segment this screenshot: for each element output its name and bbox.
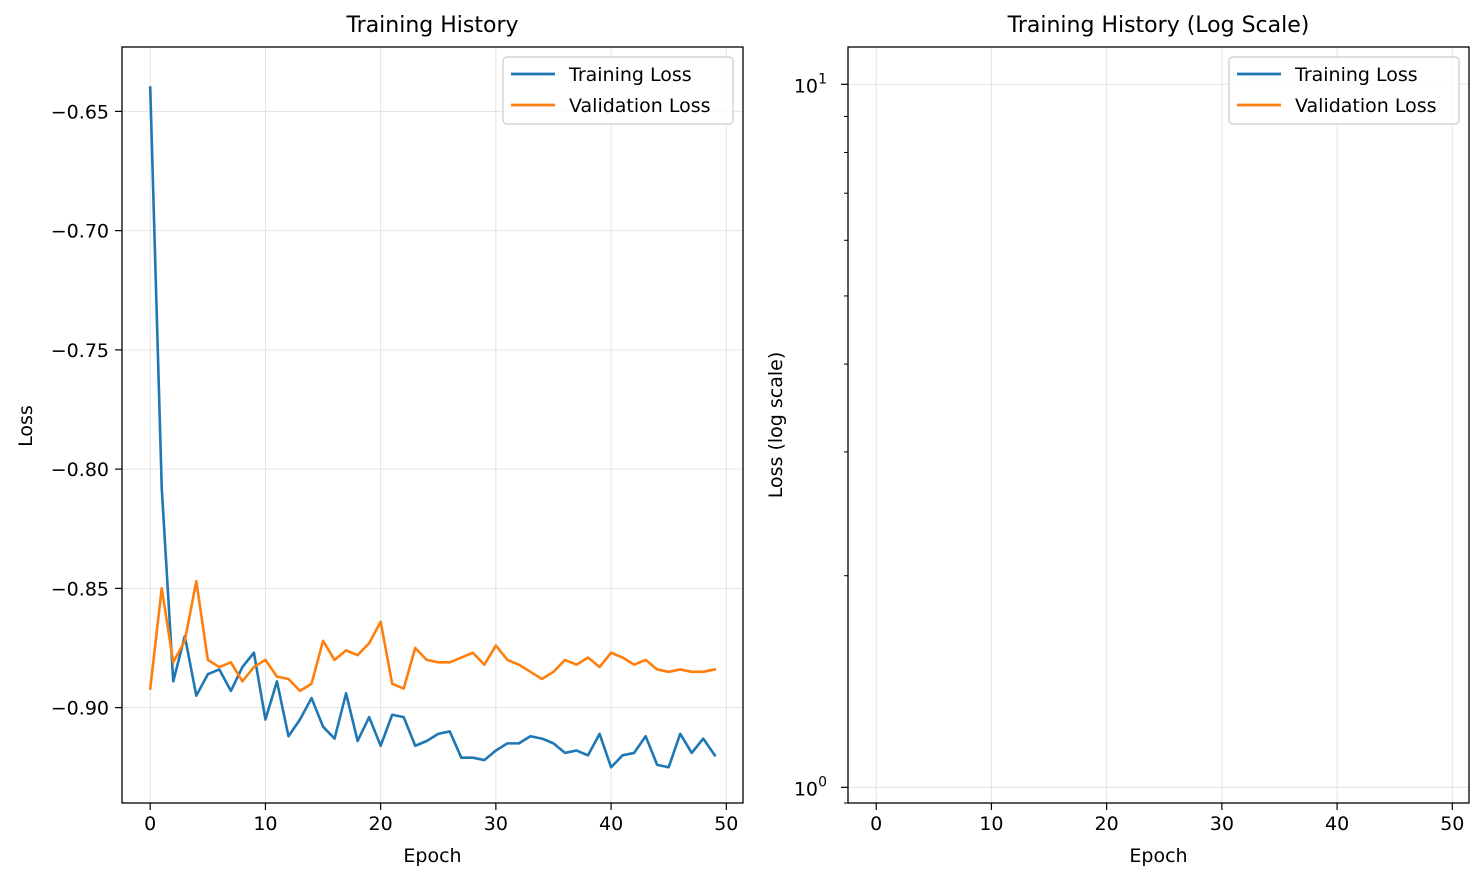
left-axis-ticks: 0 10 20 30 40 50 −0.65 −0.70 −0.75 −0.80 −0.85 −0.9… — [51, 101, 739, 835]
left-x-tick-label: 20 — [369, 813, 393, 835]
left-chart-title: Training History — [345, 13, 518, 38]
right-x-tick-label: 10 — [979, 813, 1003, 835]
left-legend-box — [502, 56, 734, 125]
right-y-tick-label-base: 10 — [794, 778, 818, 800]
right-x-tick-label: 20 — [1095, 813, 1119, 835]
left-y-tick-label: −0.85 — [51, 578, 109, 600]
left-y-tick-label: −0.65 — [51, 101, 109, 123]
left-y-tick-label: −0.90 — [51, 698, 109, 720]
training-loss-line — [148, 86, 717, 769]
left-y-tick-label: −0.80 — [51, 459, 109, 481]
right-x-tick-label: 30 — [1210, 813, 1234, 835]
right-y-axis-label: Loss (log scale) — [765, 352, 787, 499]
left-subplot: Training History Epoch Loss 0 10 20 30 40 50 −… — [15, 13, 744, 867]
right-legend-training-label: Training Loss — [1294, 64, 1418, 86]
right-y-tick-label: 10 1 — [794, 71, 827, 97]
right-y-tick-label-base: 10 — [794, 75, 818, 97]
left-y-axis-label: Loss — [15, 405, 37, 447]
left-x-axis-label: Epoch — [403, 845, 461, 867]
left-y-tick-label: −0.70 — [51, 221, 109, 243]
left-series-lines — [148, 86, 717, 769]
right-legend-validation-label: Validation Loss — [1295, 95, 1437, 117]
left-legend-training-label: Training Loss — [568, 64, 692, 86]
right-chart-title: Training History (Log Scale) — [1007, 13, 1310, 38]
right-x-tick-label: 50 — [1440, 813, 1464, 835]
left-gridlines — [122, 47, 743, 803]
right-y-tick-label-exponent: 1 — [818, 71, 827, 87]
left-x-tick-label: 0 — [144, 813, 156, 835]
right-axes-frame — [847, 46, 1470, 804]
right-legend-box — [1228, 56, 1460, 125]
left-legend-validation-label: Validation Loss — [569, 95, 711, 117]
right-y-tick-label: 10 0 — [794, 774, 827, 800]
validation-loss-line — [148, 579, 717, 693]
right-y-tick-label-exponent: 0 — [818, 774, 827, 790]
right-x-tick-label: 40 — [1325, 813, 1349, 835]
right-subplot: Training History (Log Scale) Epoch Loss … — [765, 13, 1470, 867]
left-x-tick-label: 40 — [599, 813, 623, 835]
left-x-tick-label: 10 — [253, 813, 277, 835]
right-x-tick-label: 0 — [870, 813, 882, 835]
right-gridlines — [848, 47, 1469, 803]
right-x-axis-label: Epoch — [1129, 845, 1187, 867]
left-x-tick-label: 50 — [714, 813, 738, 835]
left-x-tick-label: 30 — [484, 813, 508, 835]
left-axes-frame — [121, 46, 744, 804]
right-legend: Training Loss Validation Loss — [1228, 56, 1460, 125]
left-y-tick-label: −0.75 — [51, 340, 109, 362]
left-legend: Training Loss Validation Loss — [502, 56, 734, 125]
